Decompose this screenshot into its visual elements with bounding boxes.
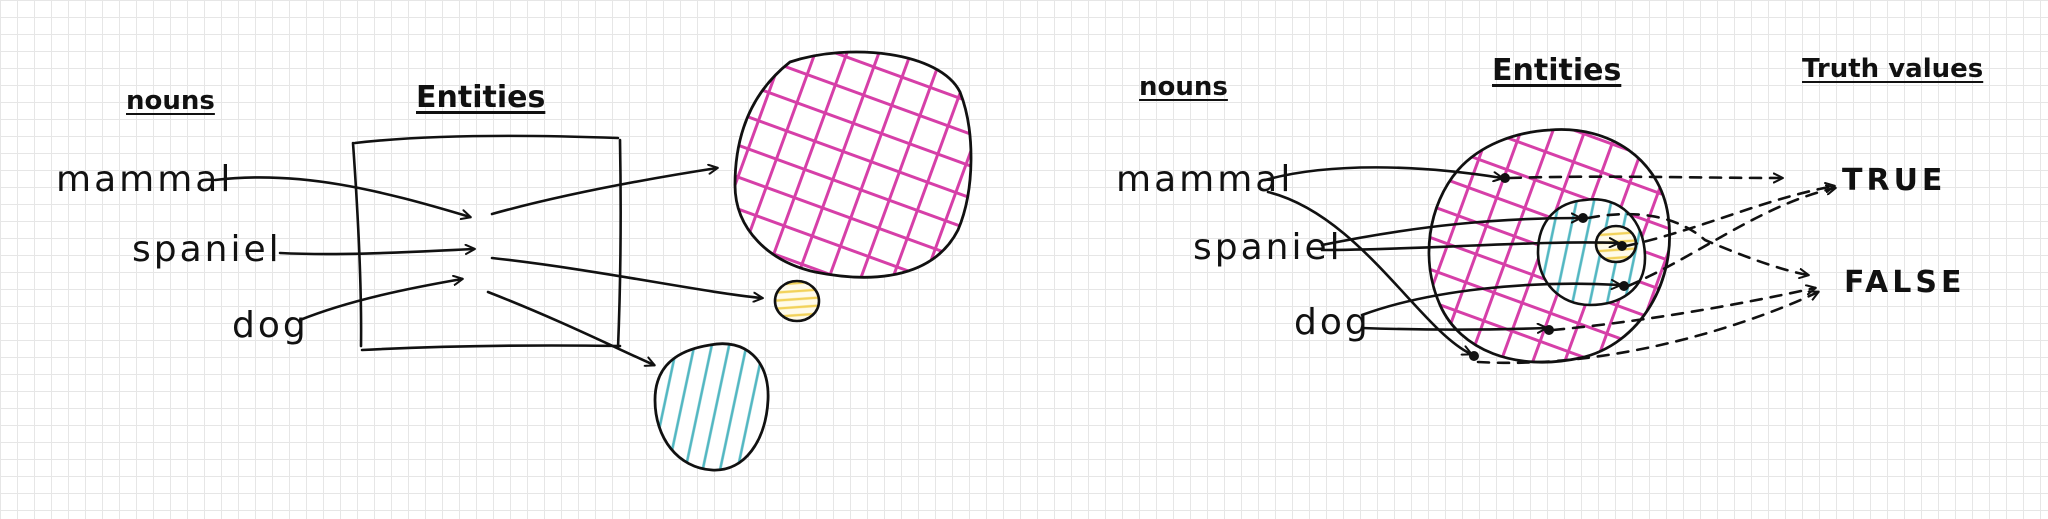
entities-box (351, 134, 622, 352)
left-nouns-header: nouns (126, 86, 215, 116)
right-noun-dog: dog (1294, 302, 1371, 343)
left-noun-spaniel: spaniel (132, 229, 282, 270)
right-noun-spaniel: spaniel (1193, 227, 1343, 268)
right-noun-mammal: mammal (1116, 159, 1294, 200)
left-noun-dog: dog (232, 305, 309, 346)
truth-value-true: TRUE (1842, 163, 1947, 198)
truth-values-header: Truth values (1802, 54, 1984, 84)
right-diagram (1263, 128, 1835, 365)
noun-to-entity-arrows (213, 176, 474, 322)
dog-set-blob (653, 342, 770, 472)
right-entities-header: Entities (1492, 53, 1622, 88)
entity-to-truth-arrows (1476, 177, 1835, 365)
left-entities-header: Entities (416, 80, 546, 115)
noun-to-entity-arrows-right (1263, 166, 1620, 354)
left-noun-mammal: mammal (56, 159, 234, 200)
right-nouns-header: nouns (1139, 72, 1228, 102)
mammal-set-blob (733, 50, 973, 279)
truth-value-false: FALSE (1844, 265, 1966, 300)
spaniel-set-blob (773, 279, 821, 323)
left-diagram (213, 50, 973, 472)
entity-to-set-arrows (486, 168, 762, 365)
